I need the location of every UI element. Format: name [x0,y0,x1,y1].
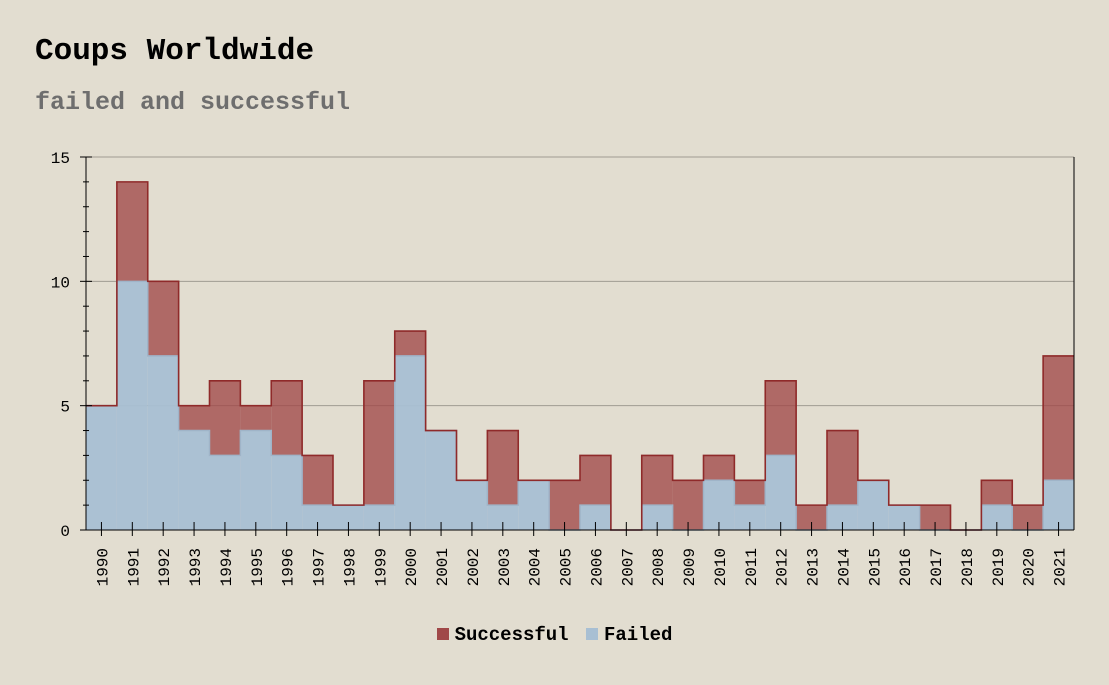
bar-failed-1992 [147,355,179,530]
bar-failed-2012 [765,455,797,530]
bar-successful-2009 [672,480,704,530]
x-tick-label-2000: 2000 [403,548,421,586]
bar-failed-2002 [456,480,488,530]
x-tick-label-2008: 2008 [650,548,668,586]
x-tick-label-2007: 2007 [619,548,637,586]
bar-successful-2000 [394,331,426,356]
legend-label-successful: Successful [454,624,569,646]
bar-successful-2021 [1043,355,1074,481]
legend-item-failed[interactable]: Failed [586,624,672,646]
legend-label-failed: Failed [604,624,673,646]
bar-successful-1999 [363,380,395,506]
bar-failed-2001 [425,430,457,530]
x-tick-label-2014: 2014 [835,548,853,586]
bar-successful-2014 [827,430,858,506]
bar-successful-2011 [734,480,766,506]
bar-failed-2021 [1043,480,1074,530]
bar-successful-2005 [549,480,580,530]
chart-subtitle: failed and successful [35,88,351,117]
x-tick-label-2020: 2020 [1021,548,1039,586]
y-tick-label-0: 0 [60,523,70,541]
chart-legend: Successful Failed [0,624,1109,646]
bar-successful-2010 [703,455,735,481]
bar-successful-2006 [580,455,611,506]
x-tick-label-2013: 2013 [805,548,823,586]
x-tick-label-1992: 1992 [156,548,174,586]
x-tick-label-2019: 2019 [990,548,1008,586]
bar-successful-2008 [641,455,673,506]
bar-successful-2019 [981,480,1013,506]
x-tick-label-1995: 1995 [249,548,267,586]
bar-failed-2000 [394,355,426,530]
bar-failed-1994 [209,455,241,530]
x-tick-label-2004: 2004 [527,548,545,586]
bar-failed-1995 [240,430,272,530]
chart-title: Coups Worldwide [35,34,315,69]
x-tick-label-2003: 2003 [496,548,514,586]
x-tick-label-2016: 2016 [897,548,915,586]
x-tick-label-1999: 1999 [372,548,390,586]
y-tick-label-10: 10 [51,274,70,292]
x-tick-label-2010: 2010 [712,548,730,586]
legend-swatch-failed [586,628,598,640]
x-tick-label-1993: 1993 [187,548,205,586]
bar-successful-1991 [116,181,148,282]
bar-successful-2012 [765,380,797,456]
x-tick-label-1996: 1996 [280,548,298,586]
x-tick-label-1994: 1994 [218,548,236,586]
bar-failed-1991 [116,281,148,530]
x-tick-label-2001: 2001 [434,548,452,586]
bar-failed-1996 [271,455,303,530]
bar-successful-2003 [487,430,519,506]
y-tick-label-15: 15 [51,150,70,168]
legend-swatch-successful [436,628,449,640]
bar-failed-1993 [178,430,210,530]
bar-failed-2010 [703,480,735,530]
x-tick-label-1998: 1998 [341,548,359,586]
x-tick-label-1991: 1991 [125,548,143,586]
x-tick-label-2005: 2005 [558,548,576,586]
x-tick-label-2011: 2011 [743,548,761,586]
x-tick-label-1990: 1990 [94,548,112,586]
bar-successful-1993 [178,405,210,431]
x-tick-label-1997: 1997 [311,548,329,586]
x-tick-label-2021: 2021 [1052,548,1070,586]
bar-successful-1997 [302,455,333,506]
bar-failed-2004 [518,480,550,530]
x-tick-label-2009: 2009 [681,548,699,586]
x-tick-label-2018: 2018 [959,548,977,586]
bar-successful-1992 [147,281,179,356]
bar-failed-2015 [857,480,889,530]
x-tick-label-2012: 2012 [774,548,792,586]
x-tick-label-2015: 2015 [866,548,884,586]
x-tick-label-2006: 2006 [588,548,606,586]
series-line-total [86,181,1074,531]
bar-failed-1990 [86,405,117,530]
bar-successful-1995 [240,405,272,431]
bar-successful-1996 [271,380,303,456]
y-tick-label-5: 5 [60,399,70,417]
x-tick-label-2017: 2017 [928,548,946,586]
x-tick-label-2002: 2002 [465,548,483,586]
legend-item-successful[interactable]: Successful [436,624,569,646]
bar-successful-1994 [209,380,241,456]
